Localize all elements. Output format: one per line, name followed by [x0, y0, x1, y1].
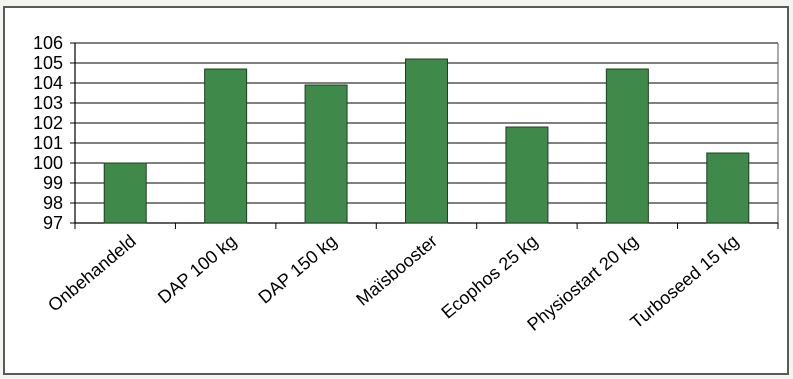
bar-ma-sbooster [405, 58, 448, 224]
y-tick-label: 105 [33, 53, 63, 73]
bar-onbehandeld [103, 162, 147, 224]
x-category-label: DAP 100 kg [154, 231, 240, 308]
bar-physiostart-20-kg [605, 68, 649, 224]
bar-turboseed-15-kg [706, 152, 750, 224]
bar-dap-100-kg [204, 68, 248, 224]
y-tick-label: 106 [33, 33, 63, 53]
bar-dap-150-kg [304, 84, 348, 224]
y-tick-label: 103 [33, 93, 63, 113]
y-tick-label: 99 [43, 173, 63, 193]
x-category-label: Onbehandeld [44, 231, 140, 316]
y-tick-label: 97 [43, 213, 63, 233]
y-tick-label: 102 [33, 113, 63, 133]
y-tick-label: 98 [43, 193, 63, 213]
x-category-label: Maïsbooster [352, 231, 441, 310]
x-category-label: DAP 150 kg [254, 231, 340, 308]
y-tick-label: 101 [33, 133, 63, 153]
x-category-label: Ecophos 25 kg [437, 231, 541, 323]
bar-ecophos-25-kg [505, 126, 549, 224]
y-tick-label: 104 [33, 73, 63, 93]
y-tick-label: 100 [33, 153, 63, 173]
x-category-label: Turboseed 15 kg [627, 231, 743, 333]
